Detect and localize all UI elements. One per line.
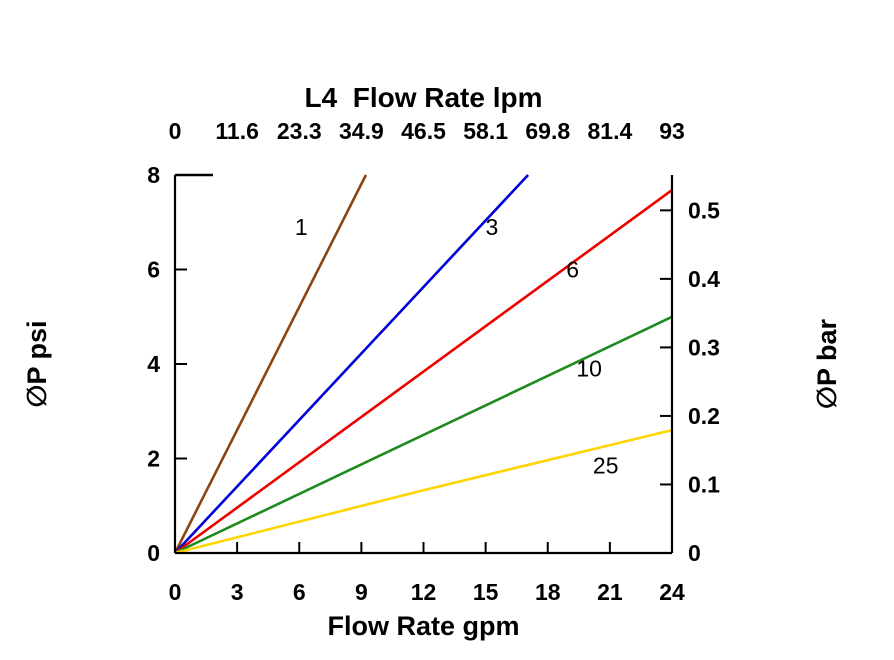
y-left-tick-label: 0 <box>147 540 160 566</box>
series-label-6: 6 <box>566 257 579 283</box>
y-right-tick-label: 0 <box>688 540 701 566</box>
top-tick-label: 69.8 <box>525 118 570 144</box>
series-line-3 <box>174 174 530 554</box>
x-tick-label: 21 <box>597 579 623 605</box>
x-tick-label: 9 <box>355 579 368 605</box>
top-tick-label: 58.1 <box>463 118 508 144</box>
top-tick-label: 11.6 <box>215 118 259 144</box>
y-right-tick-label: 0.3 <box>688 334 720 360</box>
top-tick-label: 23.3 <box>277 118 322 144</box>
y-axis-left-title: ∅P psi <box>22 320 52 407</box>
y-right-tick-label: 0.2 <box>688 403 720 429</box>
series-label-25: 25 <box>593 453 619 479</box>
y-left-tick-label: 4 <box>147 351 160 377</box>
series-line-25 <box>174 428 673 555</box>
series-label-10: 10 <box>576 356 602 382</box>
x-tick-label: 24 <box>659 579 685 605</box>
x-tick-label: 12 <box>411 579 437 605</box>
x-tick-label: 3 <box>231 579 244 605</box>
y-axis-right-title: ∅P bar <box>812 318 842 409</box>
top-tick-label: 0 <box>169 118 182 144</box>
y-right-tick-label: 0.1 <box>688 471 720 497</box>
top-tick-label: 93 <box>659 118 685 144</box>
x-axis-title: Flow Rate gpm <box>327 611 519 641</box>
series-label-1: 1 <box>295 214 308 240</box>
x-tick-label: 0 <box>169 579 182 605</box>
x-tick-label: 15 <box>473 579 499 605</box>
series-label-3: 3 <box>485 214 498 240</box>
series-line-10 <box>174 315 673 555</box>
chart-title: L4 Flow Rate lpm <box>304 82 542 113</box>
top-tick-label: 46.5 <box>401 118 446 144</box>
series-line-6 <box>174 189 673 555</box>
top-tick-label: 34.9 <box>339 118 384 144</box>
y-left-tick-label: 6 <box>147 257 160 283</box>
x-tick-label: 18 <box>535 579 561 605</box>
y-right-tick-label: 0.4 <box>688 266 720 292</box>
y-left-tick-label: 2 <box>147 446 160 472</box>
y-right-tick-label: 0.5 <box>688 197 720 223</box>
series-line-1 <box>173 174 368 554</box>
x-tick-label: 6 <box>293 579 306 605</box>
y-left-tick-label: 8 <box>147 162 160 188</box>
top-tick-label: 81.4 <box>587 118 632 144</box>
